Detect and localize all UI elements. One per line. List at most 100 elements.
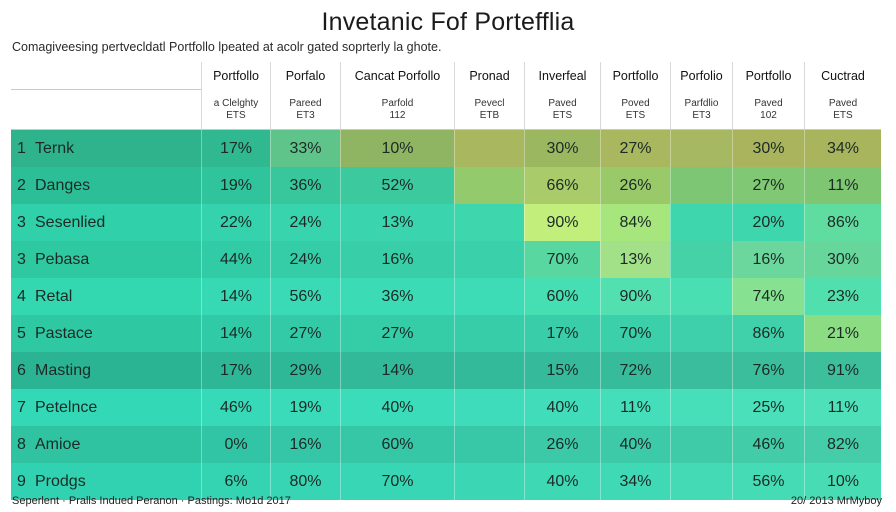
- table-cell: 25%: [732, 389, 804, 426]
- table-cell: [670, 315, 732, 352]
- table-cell: 11%: [804, 389, 881, 426]
- table-cell: 16%: [732, 241, 804, 278]
- table-cell: 60%: [340, 426, 454, 463]
- table-cell: [670, 352, 732, 389]
- table-cell: 70%: [340, 463, 454, 500]
- row-name: Retal: [35, 287, 73, 305]
- table-cell: 30%: [524, 130, 600, 167]
- column-subheader-line: ETS: [552, 109, 573, 121]
- table-cell: 14%: [201, 315, 270, 352]
- table-cell: 27%: [732, 167, 804, 204]
- table-cell: 44%: [201, 241, 270, 278]
- row-label: 2 Danges: [11, 167, 201, 204]
- table-cell: 26%: [600, 167, 670, 204]
- table-cell: 46%: [732, 426, 804, 463]
- table-cell: 30%: [732, 130, 804, 167]
- table-cell: 70%: [524, 241, 600, 278]
- row-number: 6: [17, 361, 26, 379]
- column-subheader-line: Parfdlio: [684, 97, 719, 109]
- table-cell: 13%: [600, 241, 670, 278]
- column-subheader: Poved ETS: [600, 90, 670, 130]
- table-cell: 10%: [804, 463, 881, 500]
- table-cell: 10%: [340, 130, 454, 167]
- table-cell: 33%: [270, 130, 340, 167]
- table-cell: 11%: [600, 389, 670, 426]
- table-cell: 34%: [600, 463, 670, 500]
- row-name: Pastace: [35, 324, 93, 342]
- column-subheader-line: 102: [760, 109, 777, 121]
- table-cell: 60%: [524, 278, 600, 315]
- table-cell: 56%: [732, 463, 804, 500]
- table-cell: 19%: [270, 389, 340, 426]
- row-label: 7 Petelnce: [11, 389, 201, 426]
- table-cell: 29%: [270, 352, 340, 389]
- page-title: Invetanic Fof Portefflia: [321, 8, 575, 36]
- row-label: 4 Retal: [11, 278, 201, 315]
- table-cell: 27%: [600, 130, 670, 167]
- column-header: Porfolio: [670, 62, 732, 90]
- table-cell: 15%: [524, 352, 600, 389]
- row-name: Pebasa: [35, 250, 90, 268]
- column-header: Portfollo: [201, 62, 270, 90]
- table-cell: 11%: [804, 167, 881, 204]
- column-header: Cuctrad: [804, 62, 881, 90]
- table-cell: [454, 426, 524, 463]
- column-subheader: Parfdlio ET3: [670, 90, 732, 130]
- row-name: Masting: [35, 361, 92, 379]
- table-cell: 17%: [201, 130, 270, 167]
- table-cell: 72%: [600, 352, 670, 389]
- column-subheader: Paved ETS: [524, 90, 600, 130]
- table-cell: 40%: [524, 463, 600, 500]
- table-cell: [670, 463, 732, 500]
- column-header: Portfollo: [600, 62, 670, 90]
- table-cell: 52%: [340, 167, 454, 204]
- subheader-corner: [11, 90, 201, 130]
- table-cell: 16%: [340, 241, 454, 278]
- table-cell: 76%: [732, 352, 804, 389]
- table-cell: 24%: [270, 204, 340, 241]
- table-cell: 14%: [201, 278, 270, 315]
- table-cell: [670, 426, 732, 463]
- table-cell: 19%: [201, 167, 270, 204]
- row-label: 8 Amioe: [11, 426, 201, 463]
- row-number: 9: [17, 472, 26, 490]
- table-cell: 40%: [524, 389, 600, 426]
- column-subheader-line: ETS: [226, 109, 246, 121]
- table-cell: [454, 278, 524, 315]
- table-cell: 16%: [270, 426, 340, 463]
- table-cell: 20%: [732, 204, 804, 241]
- column-subheader-line: ETS: [833, 109, 853, 121]
- table-cell: 13%: [340, 204, 454, 241]
- table-cell: 56%: [270, 278, 340, 315]
- table-cell: 24%: [270, 241, 340, 278]
- table-cell: 26%: [524, 426, 600, 463]
- column-header: Cancat Porfollo: [340, 62, 454, 90]
- table-cell: 27%: [270, 315, 340, 352]
- row-name: Sesenlied: [35, 213, 106, 231]
- column-subheader-line: Paved: [548, 97, 577, 109]
- row-number: 3: [17, 250, 26, 268]
- table-cell: 14%: [340, 352, 454, 389]
- row-number: 4: [17, 287, 26, 305]
- row-number: 5: [17, 324, 26, 342]
- column-subheader: a Clelghty ETS: [201, 90, 270, 130]
- row-label: 5 Pastace: [11, 315, 201, 352]
- table-cell: 23%: [804, 278, 881, 315]
- table-cell: 34%: [804, 130, 881, 167]
- table-cell: 30%: [804, 241, 881, 278]
- table-cell: 36%: [340, 278, 454, 315]
- table-cell: [454, 463, 524, 500]
- table-cell: 80%: [270, 463, 340, 500]
- table-cell: 17%: [524, 315, 600, 352]
- column-subheader-line: Poved: [621, 97, 650, 109]
- table-cell: 0%: [201, 426, 270, 463]
- row-name: Ternk: [35, 139, 75, 157]
- table-cell: [454, 241, 524, 278]
- portfolio-table: Portfollo Porfalo Cancat Porfollo Pronad Inv…: [11, 62, 881, 500]
- table-cell: 70%: [600, 315, 670, 352]
- row-name: Danges: [35, 176, 91, 194]
- table-cell: [454, 352, 524, 389]
- header-corner: [11, 62, 201, 90]
- column-subheader-line: a Clelghty: [213, 97, 259, 109]
- table-cell: [454, 167, 524, 204]
